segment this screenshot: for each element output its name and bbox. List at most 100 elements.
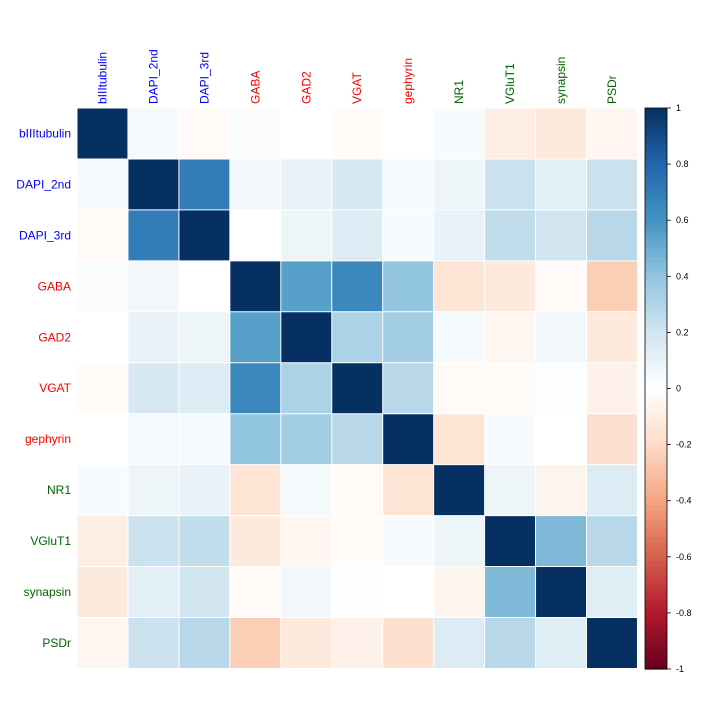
colorbar-segment [645,505,667,511]
heatmap-cell-GABA-VGluT1 [484,260,536,313]
heatmap-cell-DAPI_2nd-VGAT [331,158,383,211]
colorbar-segment [645,295,667,301]
colorbar-tick-label: 0.6 [676,215,689,225]
colorbar-segment [645,136,667,142]
heatmap-cell-GABA-DAPI_3rd [178,260,231,313]
heatmap-cell-VGAT-gephyrin [382,362,434,414]
heatmap-cell-synapsin-GAD2 [280,566,333,618]
heatmap-cell-DAPI_3rd-bIIItubulin [77,209,129,262]
colorbar-segment [645,238,667,245]
heatmap-cell-GAD2-GAD2 [280,311,333,364]
colorbar-segment [645,140,667,146]
colorbar-tick-label: 0.2 [676,327,689,337]
heatmap-cell-PSDr-VGluT1 [484,617,536,669]
colorbar-segment [645,323,667,329]
colorbar-segment [645,580,667,586]
colorbar-segment [645,351,667,357]
colorbar-segment [645,369,667,376]
heatmap-cell-DAPI_2nd-DAPI_3rd [178,158,231,211]
heatmap-cell-VGAT-DAPI_2nd [127,362,180,414]
colorbar-segment [645,224,667,231]
colorbar-segment [645,453,667,460]
heatmap-cell-gephyrin-DAPI_3rd [178,413,231,465]
heatmap-cell-VGluT1-GABA [229,515,282,567]
row-label-GAD2: GAD2 [38,330,71,344]
heatmap-cell-DAPI_3rd-GABA [229,209,282,262]
colorbar-segment [645,379,667,385]
colorbar-segment [645,243,667,249]
heatmap-cell-DAPI_3rd-VGAT [331,209,383,262]
colorbar-segment [645,416,667,422]
colorbar-segment [645,215,667,221]
heatmap-cell-VGAT-GAD2 [280,362,333,414]
column-labels: bIIItubulin DAPI_2nd DAPI_3rd GABA GAD2 VGAT g… [95,49,618,104]
heatmap-cell-bIIItubulin-NR1 [433,108,485,160]
heatmap-cell-synapsin-bIIItubulin [77,566,129,618]
heatmap-cell-VGAT-VGluT1 [484,362,536,414]
colorbar-segment [645,313,667,319]
colorbar-segment [645,575,667,581]
colorbar-segment [645,196,667,203]
colorbar-segment [645,421,667,427]
colorbar-segment [645,164,667,170]
heatmap-cell-VGluT1-bIIItubulin [77,515,129,567]
heatmap-cell-DAPI_2nd-DAPI_2nd [127,158,180,211]
heatmap-cell-gephyrin-bIIItubulin [77,413,129,465]
row-label-PSDr: PSDr [42,636,71,650]
colorbar-segment [645,463,667,469]
colorbar-segment [645,355,667,362]
colorbar-segment [645,514,667,520]
colorbar-segment [645,402,667,408]
colorbar-segment [645,598,667,605]
colorbar-segment [645,229,667,235]
row-label-VGAT: VGAT [39,381,71,395]
colorbar-segment [645,327,667,333]
heatmap-cell-DAPI_3rd-NR1 [433,209,485,262]
colorbar-segment [645,435,667,441]
colorbar-segment [645,304,667,310]
colorbar-segment [645,192,667,198]
heatmap-cell-VGAT-VGAT [331,362,383,414]
heatmap-cell-synapsin-PSDr [586,566,638,618]
heatmap-cell-VGluT1-GAD2 [280,515,333,567]
column-label-GABA: GABA [248,71,262,104]
colorbar-segment [645,206,667,212]
colorbar-tick-label: -0.6 [676,552,692,562]
colorbar-segment [645,594,667,600]
heatmap-cell-VGAT-GABA [229,362,282,414]
colorbar-segment [645,650,667,656]
colorbar-segment [645,519,667,525]
heatmap-cell-NR1-DAPI_3rd [178,464,231,516]
heatmap-cell-GABA-synapsin [535,260,587,313]
colorbar-segment [645,533,667,539]
heatmap-cell-PSDr-PSDr [586,617,638,669]
heatmap-cell-GABA-GABA [229,260,282,313]
colorbar-segment [645,337,667,343]
colorbar-segment [645,131,667,137]
colorbar-segment [645,486,667,492]
colorbar: -1 -0.8 -0.6 -0.4 -0.2 0 0.2 0.4 0.6 0.8 1 [644,103,692,674]
colorbar-segment [645,458,667,464]
colorbar-tick-label: -0.4 [676,496,692,506]
colorbar-segment [645,622,667,628]
colorbar-segment [645,168,667,175]
heatmap-cell-NR1-GABA [229,464,282,516]
colorbar-segment [645,482,667,488]
colorbar-segment [645,407,667,413]
heatmap-cell-DAPI_2nd-NR1 [433,158,485,211]
heatmap-cell-DAPI_3rd-PSDr [586,209,638,262]
heatmap-cell-GAD2-PSDr [586,311,638,364]
colorbar-segment [645,365,667,371]
colorbar-segment [645,542,667,549]
colorbar-segment [645,374,667,380]
heatmap-cell-synapsin-synapsin [535,566,587,618]
heatmap-cell-PSDr-bIIItubulin [77,617,129,669]
heatmap-cell-VGluT1-DAPI_3rd [178,515,231,567]
row-label-DAPI_2nd: DAPI_2nd [16,177,71,191]
heatmap-cell-gephyrin-NR1 [433,413,485,465]
colorbar-segment [645,150,667,156]
colorbar-segment [645,603,667,609]
row-label-gephyrin: gephyrin [25,432,71,446]
colorbar-segment [645,439,667,446]
heatmap-cell-GABA-DAPI_2nd [127,260,180,313]
